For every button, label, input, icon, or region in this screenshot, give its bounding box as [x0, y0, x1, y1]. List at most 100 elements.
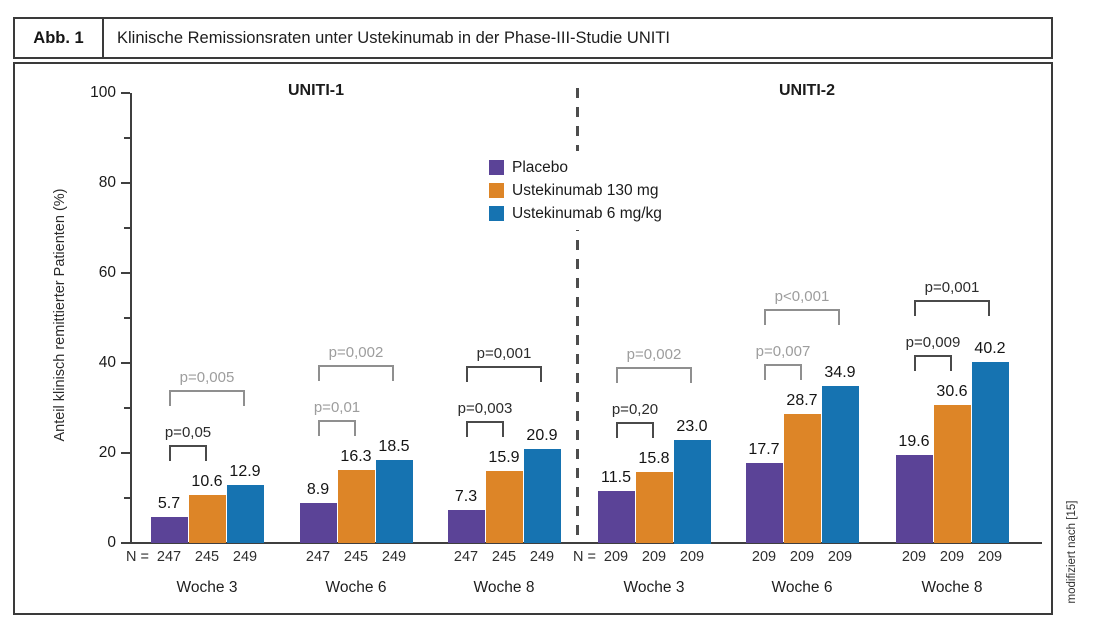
- y-tick-minor: [124, 497, 130, 499]
- n-label: 247: [453, 549, 479, 565]
- value-label: 20.9: [526, 427, 558, 444]
- bar: [376, 460, 413, 543]
- p-value-label: p=0,007: [755, 343, 811, 360]
- bar: [636, 472, 673, 543]
- value-label: 19.6: [898, 433, 930, 450]
- y-tick-major: [121, 362, 130, 364]
- value-label: 10.6: [191, 473, 223, 490]
- y-tick-major: [121, 542, 130, 544]
- bar: [934, 405, 971, 543]
- y-tick-minor: [124, 317, 130, 319]
- value-label: 34.9: [824, 364, 856, 381]
- y-tick-major: [121, 452, 130, 454]
- week-label: Woche 8: [921, 579, 983, 596]
- n-label: 245: [491, 549, 517, 565]
- week-label: Woche 3: [623, 579, 685, 596]
- panel-divider-dashed: [576, 88, 579, 543]
- significance-bracket-inner: [466, 421, 504, 437]
- y-tick-minor: [124, 137, 130, 139]
- p-value-label: p=0,002: [626, 346, 682, 363]
- y-tick-major: [121, 92, 130, 94]
- n-label: 249: [381, 549, 407, 565]
- week-label: Woche 3: [176, 579, 238, 596]
- bar: [598, 491, 635, 543]
- value-label: 18.5: [378, 438, 410, 455]
- p-value-label: p=0,20: [611, 401, 659, 418]
- value-label: 23.0: [676, 418, 708, 435]
- p-value-label: p=0,001: [924, 279, 980, 296]
- value-label: 7.3: [454, 488, 478, 505]
- source-credit: modifiziert nach [15]: [1066, 500, 1078, 604]
- n-label: 249: [529, 549, 555, 565]
- bar: [338, 470, 375, 543]
- y-tick-major: [121, 182, 130, 184]
- bar: [524, 449, 561, 543]
- ustekinumab-130mg-color-swatch: [489, 183, 504, 198]
- value-label: 5.7: [157, 495, 181, 512]
- y-tick-label: 40: [98, 354, 116, 371]
- legend: Placebo Ustekinumab 130 mg Ustekinumab 6…: [484, 151, 672, 230]
- significance-bracket-inner: [764, 364, 802, 380]
- legend-item-placebo: Placebo: [489, 157, 662, 178]
- n-label: 209: [939, 549, 965, 565]
- n-label: 247: [305, 549, 331, 565]
- value-label: 15.8: [638, 450, 670, 467]
- n-label: 209: [679, 549, 705, 565]
- significance-bracket-inner: [616, 422, 654, 438]
- bar: [189, 495, 226, 543]
- n-label: 245: [194, 549, 220, 565]
- y-tick-major: [121, 272, 130, 274]
- legend-label-ustekinumab-130mg: Ustekinumab 130 mg: [512, 181, 659, 199]
- significance-bracket-inner: [169, 445, 207, 461]
- y-tick-minor: [124, 407, 130, 409]
- significance-bracket-outer: [764, 309, 840, 325]
- p-value-label: p=0,01: [313, 399, 361, 416]
- significance-bracket-outer: [169, 390, 245, 406]
- y-tick-label: 0: [107, 534, 116, 551]
- value-label: 16.3: [340, 448, 372, 465]
- bar: [784, 414, 821, 543]
- y-tick-minor: [124, 227, 130, 229]
- n-label: 209: [977, 549, 1003, 565]
- n-label: 209: [641, 549, 667, 565]
- bar: [674, 440, 711, 544]
- ustekinumab-6mgkg-color-swatch: [489, 206, 504, 221]
- week-label: Woche 6: [771, 579, 833, 596]
- significance-bracket-inner: [914, 355, 952, 371]
- bar: [822, 386, 859, 543]
- legend-label-placebo: Placebo: [512, 158, 569, 176]
- p-value-label: p=0,009: [905, 334, 961, 351]
- n-label: 209: [751, 549, 777, 565]
- significance-bracket-inner: [318, 420, 356, 436]
- n-prefix-label: N =: [126, 549, 149, 565]
- y-tick-label: 100: [90, 84, 116, 101]
- significance-bracket-outer: [616, 367, 692, 383]
- n-label: 209: [901, 549, 927, 565]
- value-label: 30.6: [936, 383, 968, 400]
- bar: [227, 485, 264, 543]
- p-value-label: p=0,001: [476, 345, 532, 362]
- bar: [300, 503, 337, 543]
- value-label: 17.7: [748, 441, 780, 458]
- value-label: 11.5: [601, 469, 631, 486]
- p-value-label: p=0,003: [457, 400, 513, 417]
- n-label: 209: [827, 549, 853, 565]
- n-label: 249: [232, 549, 258, 565]
- legend-item-ustekinumab-130mg: Ustekinumab 130 mg: [489, 180, 662, 201]
- placebo-color-swatch: [489, 160, 504, 175]
- n-label: 247: [156, 549, 182, 565]
- p-value-label: p=0,005: [179, 369, 235, 386]
- x-axis-line: [130, 542, 1042, 544]
- p-value-label: p=0,002: [328, 344, 384, 361]
- p-value-label: p<0,001: [774, 288, 830, 305]
- y-tick-label: 60: [98, 264, 116, 281]
- n-label: 209: [603, 549, 629, 565]
- bar: [151, 517, 188, 543]
- y-axis-line: [130, 93, 132, 544]
- value-label: 8.9: [306, 481, 330, 498]
- y-tick-label: 20: [98, 444, 116, 461]
- value-label: 15.9: [488, 449, 520, 466]
- figure-number-label: Abb. 1: [15, 19, 104, 57]
